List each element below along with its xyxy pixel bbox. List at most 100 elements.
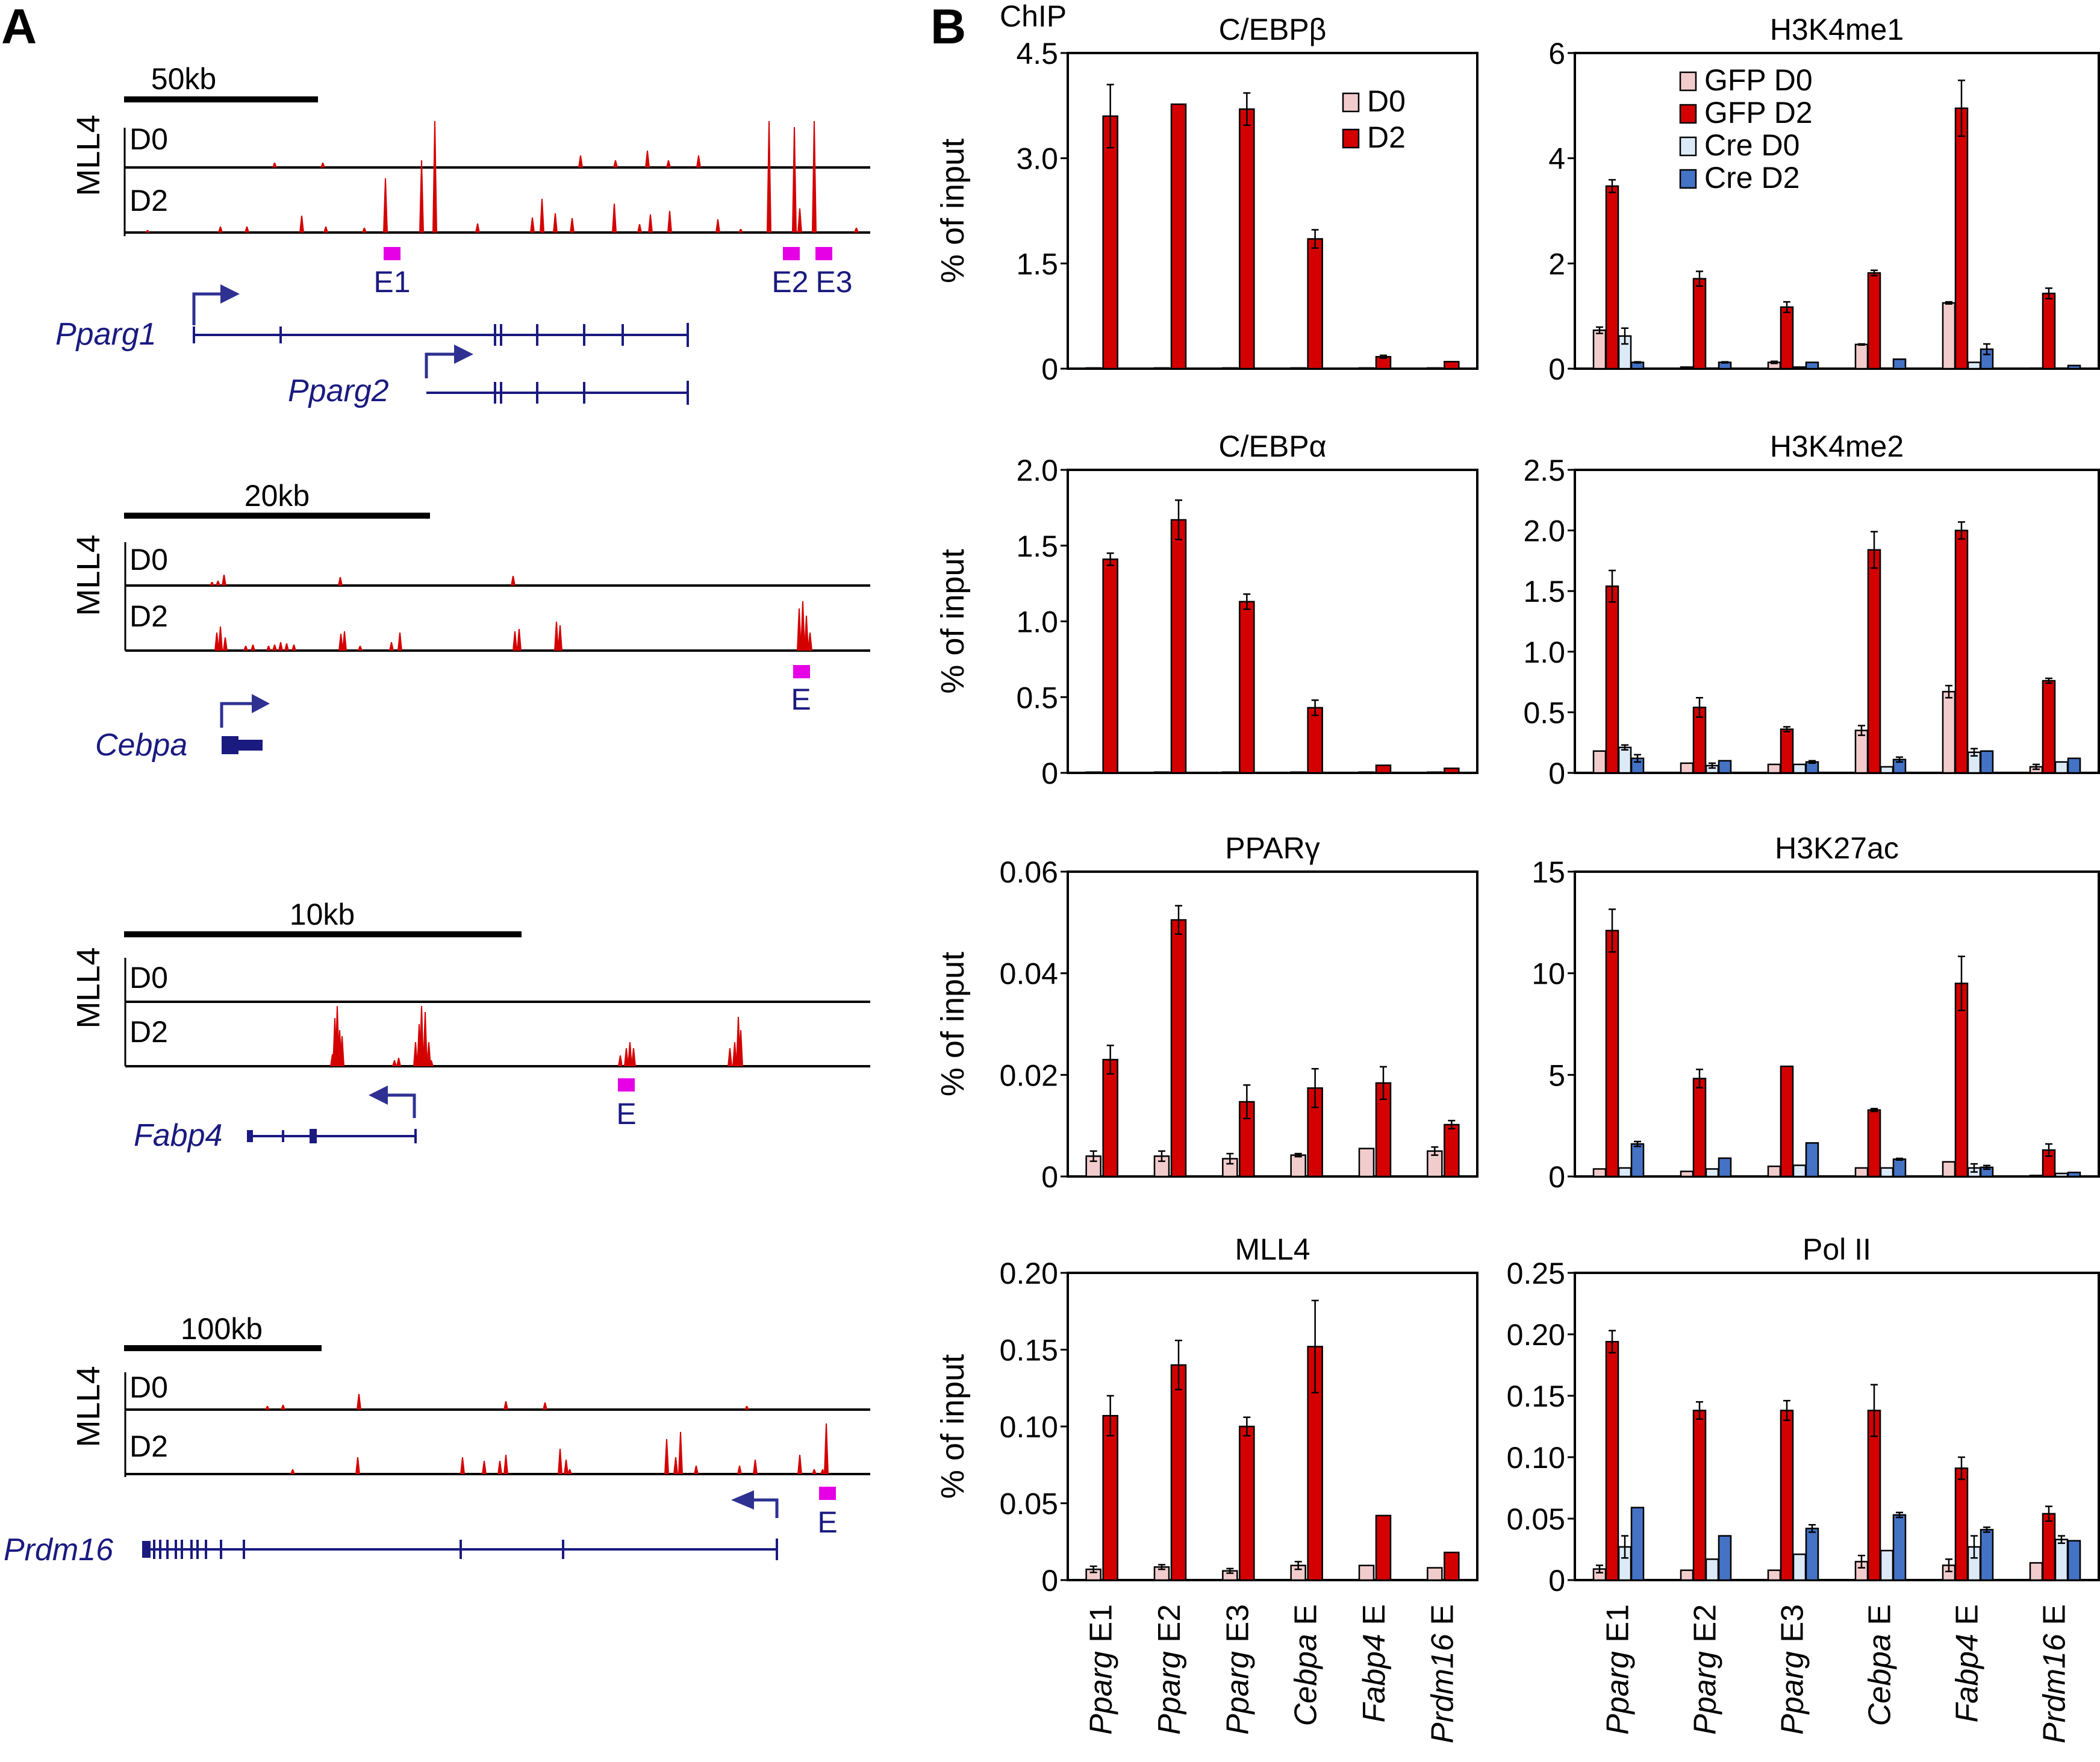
signal-peak [272, 163, 277, 167]
error-bar [1983, 343, 1990, 355]
y-tick-label: 4.5 [1016, 37, 1058, 70]
bar [1170, 919, 1187, 1178]
y-tick-label: 10 [1531, 957, 1565, 991]
error-bar [1621, 744, 1628, 751]
legend-label: GFP D0 [1704, 63, 1813, 97]
chart-title: PPARγ [1225, 831, 1320, 865]
bar [1605, 1340, 1619, 1581]
error-bar [1871, 269, 1878, 276]
x-tick-label: Cebpa E [1863, 1604, 1898, 1726]
signal-peak [618, 1055, 623, 1066]
y-tick-label: 1.5 [1016, 530, 1058, 563]
plot-frame [1067, 469, 1478, 774]
scale-bar-label: 100kb [181, 1312, 263, 1346]
x-tick-label: Pparg E2 [1688, 1604, 1723, 1735]
y-tick-label: 5 [1548, 1058, 1565, 1092]
bar [1792, 1553, 1807, 1581]
y-axis-label: % of input [935, 139, 971, 283]
signal-peak [792, 127, 797, 233]
signal-peak [291, 645, 296, 651]
error-bar [2045, 1143, 2052, 1157]
chart-mll4: MLL4 0 0.05 0.10 0.15 0.20 % of input Pparg E1 P… [935, 1232, 1478, 1743]
bar [1854, 1167, 1869, 1178]
bar [1892, 358, 1907, 370]
y-tick-label: 0.05 [1000, 1487, 1058, 1521]
scale-bar [124, 513, 430, 519]
error-bar [1958, 80, 1965, 137]
signal-peak [245, 226, 249, 233]
signal-peak [744, 1406, 749, 1410]
signal-peak [396, 1058, 401, 1066]
bar [1375, 1514, 1392, 1581]
gene-model-pparg1 [193, 323, 689, 347]
signal-peak [854, 228, 859, 233]
bar [2029, 1175, 2043, 1178]
chart-title: C/EBPβ [1219, 13, 1327, 46]
signal-peak [578, 155, 583, 167]
mark-label: MLL4 [70, 114, 107, 196]
bar [2029, 367, 2043, 370]
scale-bar [124, 96, 318, 102]
bar [1967, 361, 1981, 370]
bar [1358, 1564, 1375, 1581]
bar [1307, 238, 1323, 370]
bar [1780, 1410, 1794, 1581]
signal-peak [475, 223, 480, 233]
signal-peak [797, 208, 802, 233]
error-bar [1380, 1066, 1387, 1101]
signal-peak [808, 633, 812, 651]
bar [1605, 585, 1619, 774]
bar [1427, 1567, 1443, 1581]
plot-frame [1574, 469, 2100, 774]
signal-peak [558, 625, 562, 651]
signal-peak [554, 622, 559, 651]
bar [1767, 1569, 1781, 1581]
bar [1954, 1467, 1969, 1581]
error-bar [1431, 1146, 1439, 1156]
x-tick-label: Prdm16 E [1425, 1604, 1460, 1743]
legend-swatch [1679, 169, 1697, 189]
bar [1592, 1168, 1607, 1178]
signal-peak [800, 601, 805, 651]
mark-label: MLL4 [70, 534, 107, 616]
error-bar [1294, 1152, 1302, 1158]
tss-arrow-icon [425, 352, 456, 378]
y-axis-label: % of input [935, 952, 971, 1096]
error-bar [1971, 1535, 1978, 1559]
error-bar [1106, 84, 1114, 149]
signal-peak [397, 633, 402, 651]
error-bar [1609, 1329, 1616, 1354]
bar [1718, 1157, 1732, 1178]
signal-peak [145, 230, 150, 233]
mark-label: MLL4 [70, 947, 107, 1028]
track-group-cebpa: 20kb MLL4 D0 D2 E Cebpa [70, 479, 870, 763]
track-group-pparg: 50kb MLL4 D0 D2 E1 E2 E3 Pparg1 Pparg2 [55, 62, 870, 408]
tss-arrowhead-icon [454, 345, 473, 364]
error-bar [1106, 1395, 1114, 1437]
bar [1867, 549, 1881, 774]
tss-arrowhead-icon [369, 1086, 388, 1105]
signal-peak [678, 1432, 683, 1474]
chart-c-ebp-: C/EBPα 0 0.5 1.0 1.5 2.0 % of input [935, 430, 1478, 790]
signal-peak [540, 199, 544, 233]
signal-peak [543, 1402, 547, 1410]
error-bar [1596, 326, 1603, 334]
signal-peak [214, 633, 219, 651]
bar [1942, 302, 1956, 370]
bar [1780, 1065, 1794, 1178]
tss-arrowhead-icon [220, 284, 240, 304]
bar [1102, 558, 1118, 774]
scale-bar-label: 20kb [245, 479, 310, 513]
signal-peak [737, 1466, 742, 1474]
error-bar [1294, 1561, 1302, 1570]
signal-peak [342, 631, 347, 651]
y-tick-label: 0 [1548, 1564, 1565, 1598]
bar [1605, 185, 1619, 370]
signal-peak [564, 1460, 569, 1474]
signal-peak [299, 216, 304, 233]
enhancer-label-e: E [616, 1097, 636, 1131]
bar [1444, 767, 1460, 774]
error-bar [1871, 1384, 1878, 1437]
bar [1867, 1109, 1881, 1178]
